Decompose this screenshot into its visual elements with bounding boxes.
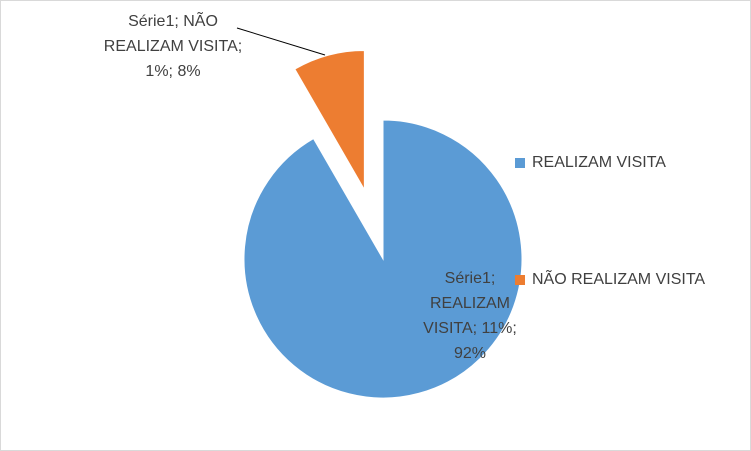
data-label: Série1; REALIZAM VISITA; 11%; 92%	[412, 266, 528, 366]
label-percent: 8%	[177, 63, 201, 80]
legend-swatch	[515, 275, 525, 285]
label-separator: ;	[174, 13, 184, 30]
label-separator: ;	[512, 320, 517, 337]
label-category: REALIZAM VISITA	[423, 295, 510, 337]
label-separator: ;	[168, 63, 178, 80]
legend-swatch	[515, 158, 525, 168]
pie-slice	[294, 49, 365, 192]
label-separator: ;	[237, 38, 243, 55]
label-series: Série1	[444, 270, 491, 287]
legend-label: REALIZAM VISITA	[532, 154, 666, 171]
label-separator: ;	[490, 270, 496, 287]
label-series: Série1	[128, 13, 175, 30]
legend-label: NÃO REALIZAM VISITA	[532, 268, 705, 288]
label-separator: ;	[472, 320, 482, 337]
leader-line	[236, 27, 326, 56]
data-label: Série1; NÃO REALIZAM VISITA; 1%; 8%	[100, 9, 246, 84]
label-percent: 92%	[453, 345, 487, 362]
pie-slice	[243, 119, 523, 399]
label-category: NÃO REALIZAM VISITA	[103, 13, 238, 55]
label-value: 1%	[145, 63, 169, 80]
label-value: 11%	[481, 320, 513, 337]
